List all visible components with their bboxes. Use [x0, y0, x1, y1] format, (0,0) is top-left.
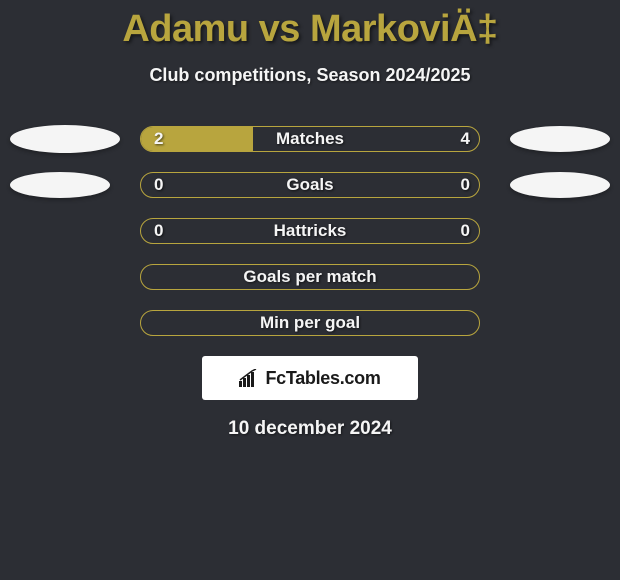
metric-label: Goals: [140, 172, 480, 198]
metric-label: Hattricks: [140, 218, 480, 244]
date-text: 10 december 2024: [0, 418, 620, 440]
metric-row: 24Matches: [0, 126, 620, 152]
player-marker: [510, 126, 610, 152]
player-marker: [10, 125, 120, 153]
player-marker: [10, 172, 110, 198]
bar-chart-icon: [239, 369, 261, 387]
logo: FcTables.com: [239, 368, 380, 389]
metric-row: Min per goal: [0, 310, 620, 336]
metric-label: Min per goal: [140, 310, 480, 336]
metric-row: 00Hattricks: [0, 218, 620, 244]
page-subtitle: Club competitions, Season 2024/2025: [0, 65, 620, 86]
metric-label: Goals per match: [140, 264, 480, 290]
metric-row: Goals per match: [0, 264, 620, 290]
metric-row: 00Goals: [0, 172, 620, 198]
logo-text: FcTables.com: [265, 368, 380, 389]
comparison-rows: 24Matches 00Goals 00Hattricks Goals per mat…: [0, 126, 620, 336]
metric-label: Matches: [140, 126, 480, 152]
player-marker: [510, 172, 610, 198]
logo-box: FcTables.com: [202, 356, 418, 400]
page-title: Adamu vs MarkoviÄ‡: [0, 0, 620, 51]
